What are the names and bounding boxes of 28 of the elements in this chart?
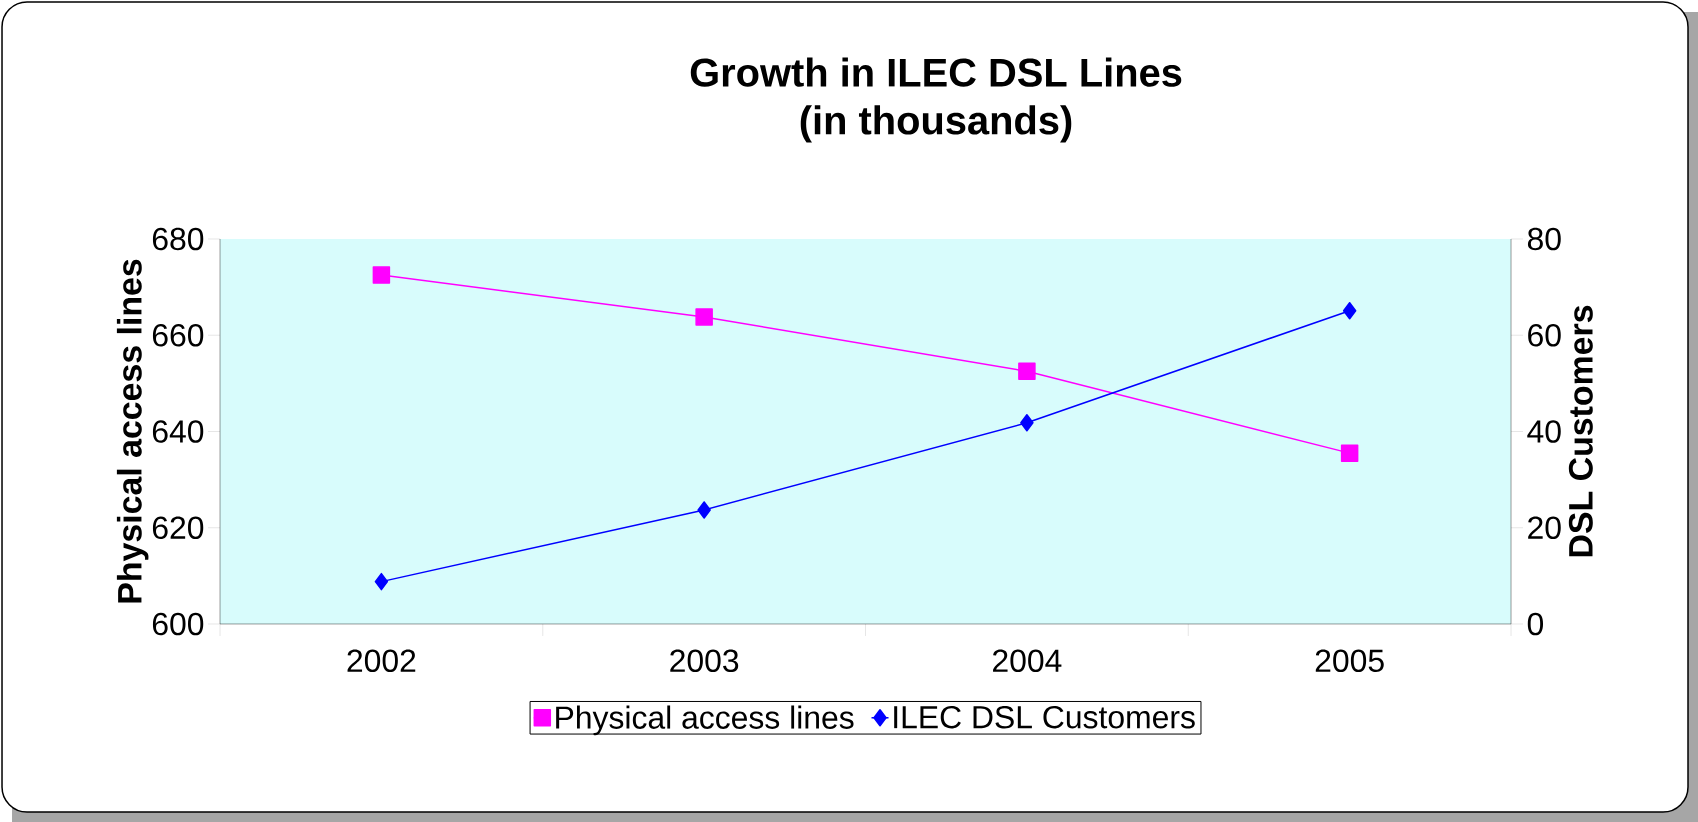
point xyxy=(1020,414,1034,432)
point xyxy=(1340,444,1359,462)
point xyxy=(1018,362,1036,381)
chart-title: Growth in ILEC DSL Lines xyxy=(690,57,1182,87)
y2-tick-label: 40 xyxy=(1527,420,1561,443)
x-tick-label: 2003 xyxy=(670,649,739,673)
y-axis-title: Physical access lines xyxy=(116,259,149,603)
point xyxy=(695,308,713,326)
point xyxy=(697,501,711,519)
y2-tick-label: 0 xyxy=(1527,612,1544,636)
y2-tick-label: 80 xyxy=(1527,227,1561,251)
point xyxy=(372,266,391,284)
point xyxy=(1342,301,1357,320)
chart-subtitle: (in thousands) xyxy=(800,105,1072,143)
y-tick-label: 620 xyxy=(152,516,204,540)
y-tick-label: 660 xyxy=(152,323,204,347)
y-tick-label: 680 xyxy=(152,227,204,251)
y2-tick-label: 60 xyxy=(1528,323,1561,347)
x-tick-label: 2004 xyxy=(993,649,1062,673)
legend-label: Physical access lines xyxy=(556,705,854,736)
y2-tick-label: 20 xyxy=(1528,516,1561,540)
y-tick-label: 640 xyxy=(152,420,204,443)
x-tick-label: 2002 xyxy=(347,649,416,673)
x-tick-label: 2005 xyxy=(1315,649,1384,673)
y-tick-label: 600 xyxy=(152,612,204,636)
legend-label: ILEC DSL Customers xyxy=(894,705,1195,729)
point xyxy=(374,572,389,591)
y2-axis-title: DSL Customers xyxy=(1568,305,1593,557)
